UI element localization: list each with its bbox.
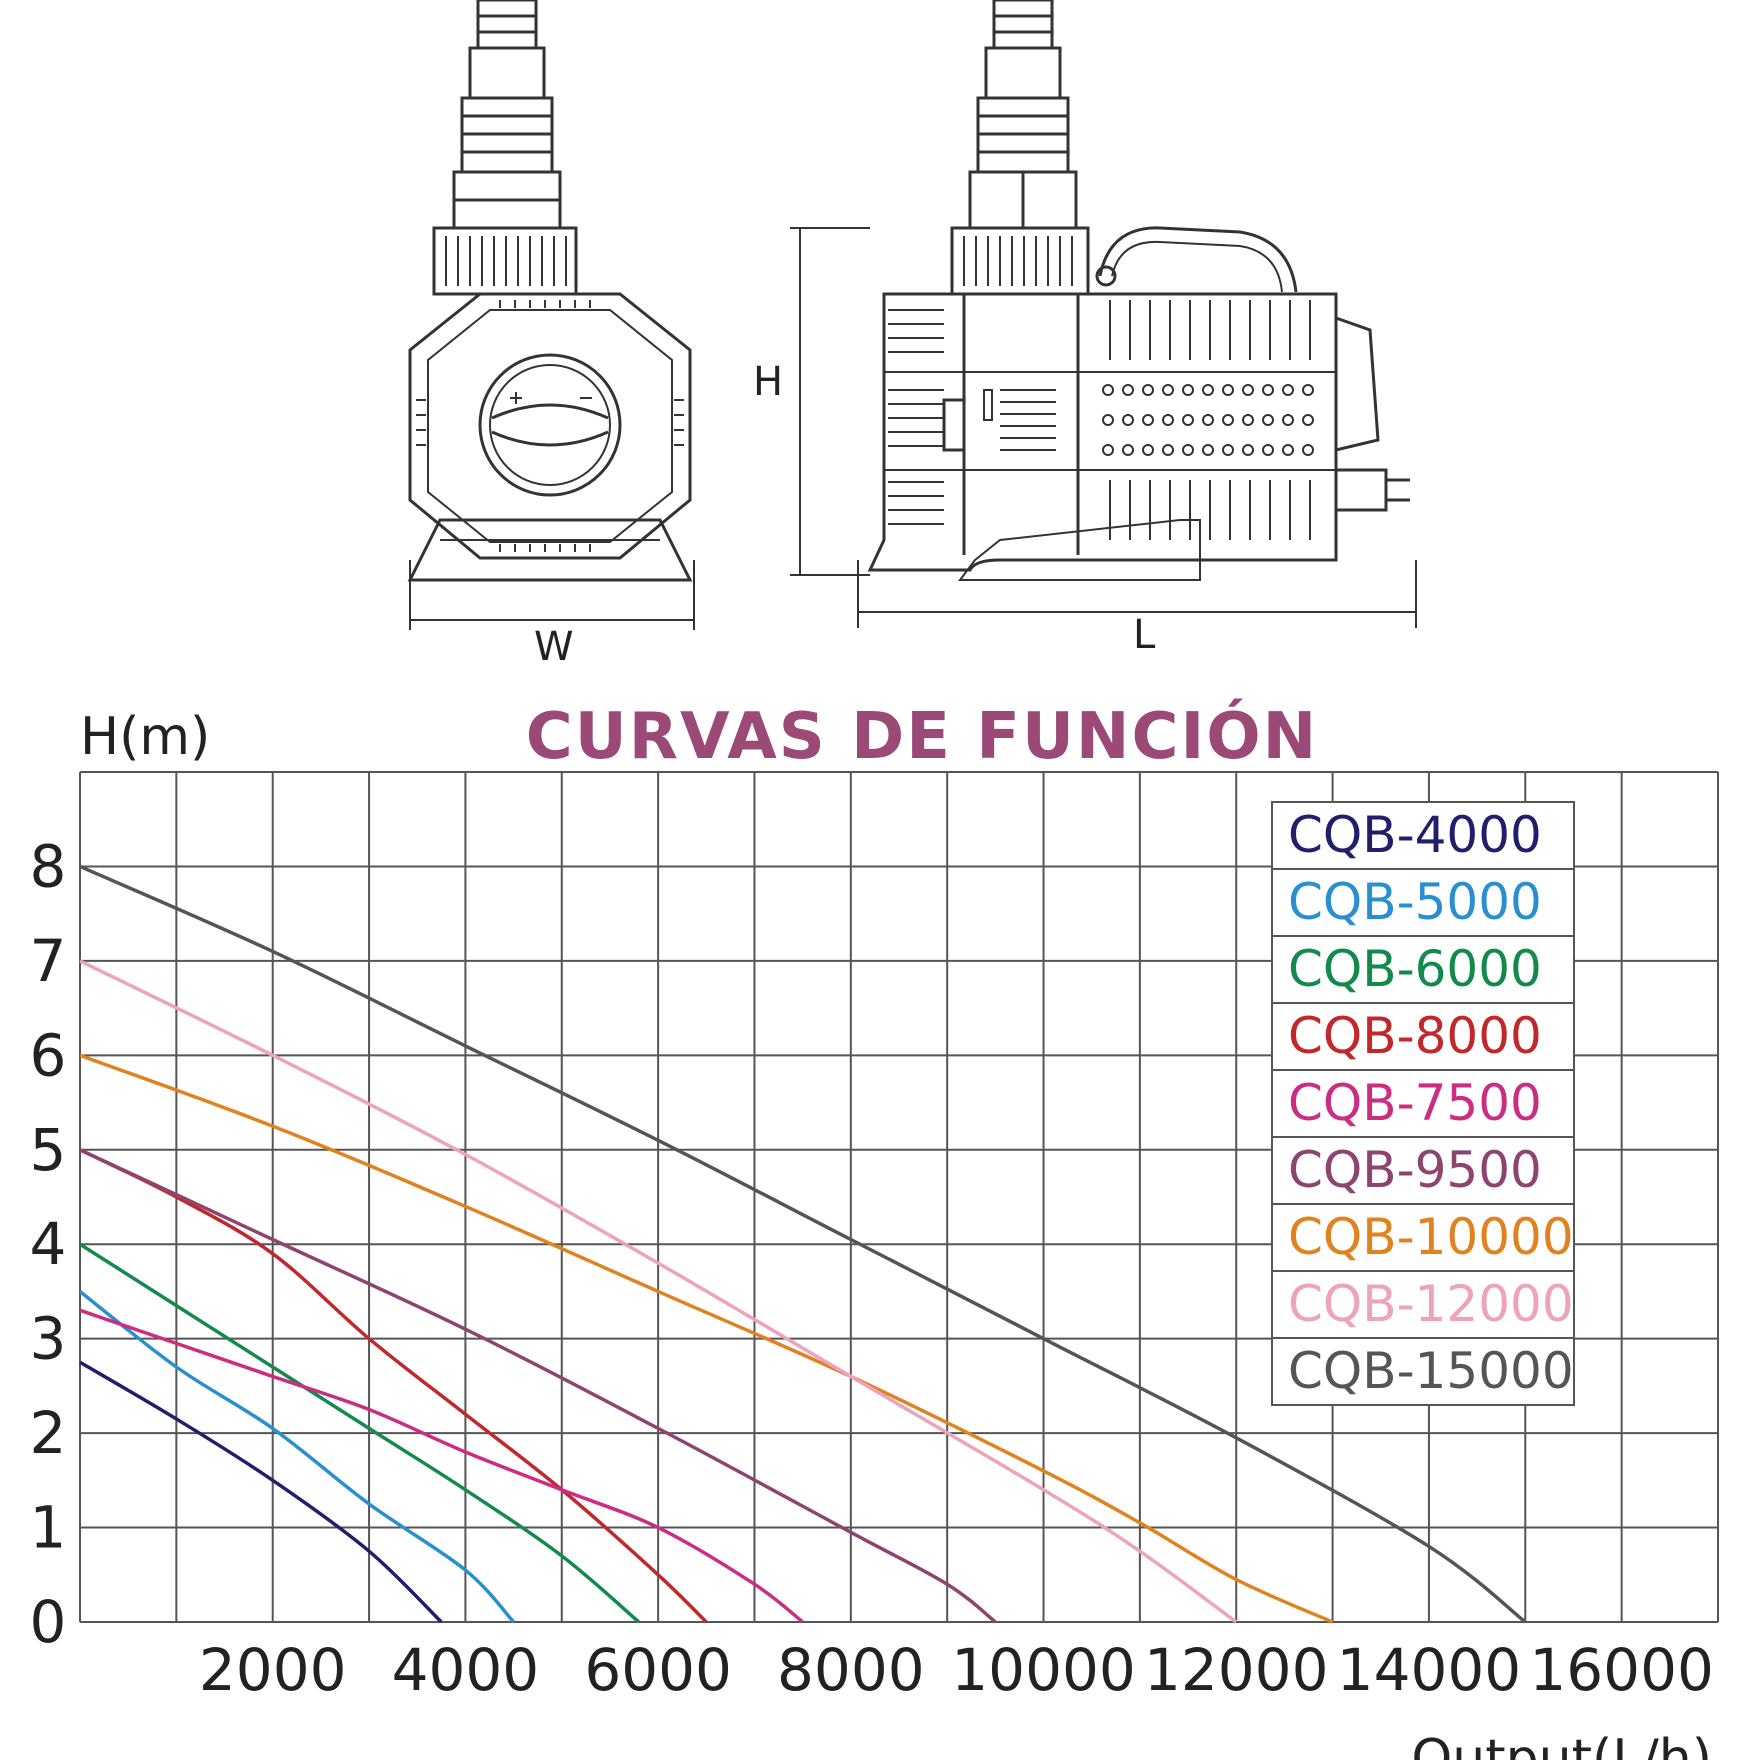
legend-box	[1271, 801, 1575, 1406]
y-tick-label: 3	[30, 1305, 67, 1373]
legend-entry: CQB-10000	[1288, 1208, 1574, 1266]
y-tick-label: 4	[30, 1210, 67, 1278]
x-tick-label: 16000	[1529, 1636, 1714, 1704]
x-tick-label: 2000	[199, 1636, 347, 1704]
y-tick-label: 7	[30, 927, 67, 995]
chart-legend: CQB-4000 CQB-5000 CQB-6000 CQB-8000 CQB-7500…	[1271, 801, 1575, 1406]
pump-side-view	[790, 0, 1417, 628]
series-line-cqb-9500	[79, 1148, 997, 1624]
x-axis-label: Output(L/h)	[1411, 1729, 1712, 1760]
legend-entry: CQB-8000	[1288, 1007, 1542, 1065]
chart-title: CURVAS DE FUNCIÓN	[526, 698, 1318, 774]
y-tick-label: 0	[30, 1588, 67, 1656]
width-dimension-label: W	[534, 624, 574, 670]
y-tick-label: 1	[30, 1494, 67, 1562]
chart-curves	[78, 864, 1527, 1624]
legend-entry: CQB-15000	[1288, 1342, 1574, 1400]
series-line-cqb-6000	[79, 1242, 640, 1624]
y-tick-label: 6	[30, 1021, 67, 1089]
legend-entry: CQB-7500	[1288, 1074, 1542, 1132]
series-line-cqb-5000	[78, 1290, 515, 1624]
x-tick-label: 10000	[951, 1636, 1136, 1704]
x-tick-label: 6000	[584, 1636, 732, 1704]
series-line-cqb-4000	[79, 1360, 443, 1624]
y-tick-label: 5	[30, 1116, 67, 1184]
legend-entry: CQB-12000	[1288, 1275, 1574, 1333]
x-tick-label: 8000	[777, 1636, 925, 1704]
series-line-cqb-10000	[79, 1053, 1334, 1624]
legend-entry: CQB-9500	[1288, 1141, 1542, 1199]
pump-technical-drawing: H W L	[407, 0, 1417, 670]
y-tick-label: 8	[30, 832, 67, 900]
height-dimension-label: H	[753, 359, 783, 405]
series-line-cqb-12000	[79, 959, 1238, 1624]
series-line-cqb-7500	[79, 1308, 804, 1624]
series-line-cqb-15000	[79, 864, 1527, 1624]
legend-entry: CQB-4000	[1288, 806, 1542, 864]
x-tick-label: 12000	[1144, 1636, 1329, 1704]
chart-ticks: 0 1 2 3 4 5 6 7 8 2000 4000 6000 8000 10000 12000 14000…	[30, 832, 1714, 1704]
y-axis-label: H(m)	[80, 707, 210, 767]
x-tick-label: 4000	[392, 1636, 540, 1704]
y-tick-label: 2	[30, 1399, 67, 1467]
legend-entry: CQB-6000	[1288, 940, 1542, 998]
x-tick-label: 14000	[1337, 1636, 1522, 1704]
series-line-cqb-8000	[79, 1148, 708, 1624]
pump-front-view	[407, 0, 695, 630]
length-dimension-label: L	[1133, 612, 1156, 658]
legend-entry: CQB-5000	[1288, 873, 1542, 931]
